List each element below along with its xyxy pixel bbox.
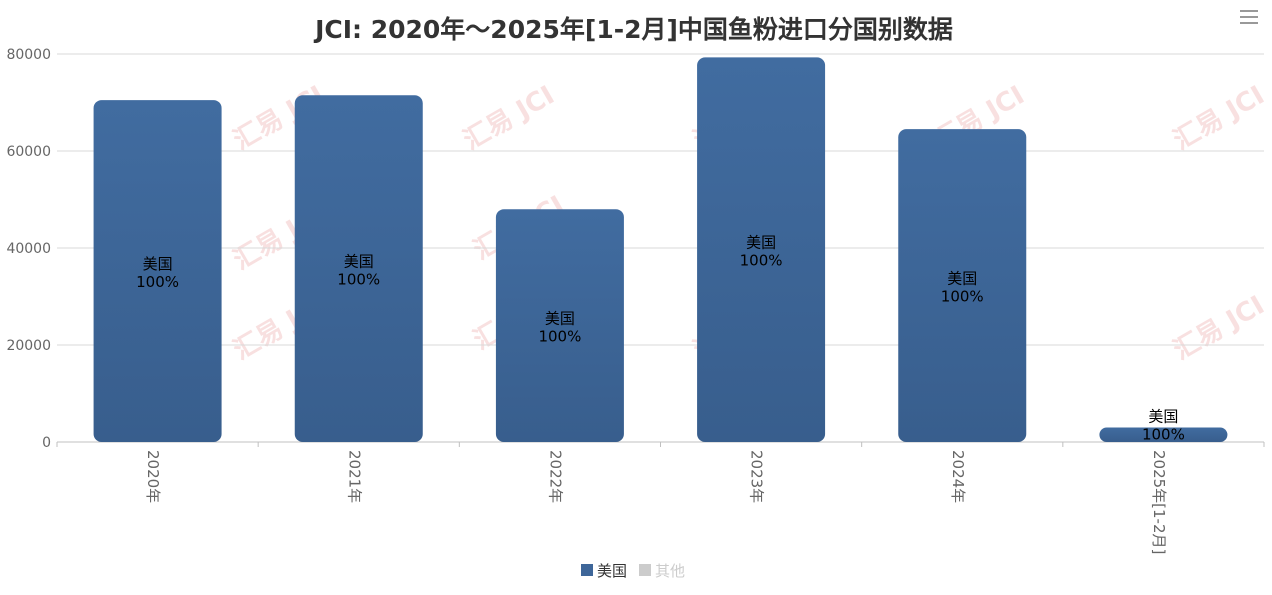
bar-label-series: 美国 (746, 234, 776, 252)
bar[interactable] (898, 129, 1027, 443)
bar[interactable] (93, 100, 222, 442)
bar[interactable] (294, 95, 423, 442)
y-axis: 0 20000 40000 60000 80000 (6, 47, 51, 451)
bar-label-percent: 100% (1142, 425, 1185, 443)
y-tick-label: 0 (42, 435, 51, 451)
bar-label-series: 美国 (545, 310, 575, 328)
watermark-text: 汇易 JCI (1169, 80, 1270, 156)
bar-label-percent: 100% (941, 288, 984, 306)
x-tick-label: 2023年 (748, 450, 766, 503)
y-tick-label: 20000 (6, 338, 51, 354)
x-axis: 2020年 2021年 2022年 2023年 2024年 2025年[1-2月] (56, 442, 1265, 554)
bar[interactable] (1099, 427, 1228, 442)
x-tick-label: 2022年 (546, 450, 564, 503)
y-tick-label: 40000 (6, 241, 51, 257)
bar-label-percent: 100% (740, 252, 783, 270)
bar-label-series: 美国 (947, 270, 977, 288)
bar-label-percent: 100% (538, 328, 581, 346)
x-tick-label: 2020年 (144, 450, 162, 503)
legend-swatch[interactable] (581, 564, 593, 576)
bar-label-percent: 100% (337, 271, 380, 289)
bar[interactable] (697, 57, 826, 443)
grid-lines (57, 53, 1264, 443)
bar-label-series: 美国 (143, 255, 173, 273)
legend-swatch[interactable] (639, 564, 651, 576)
bar[interactable] (495, 209, 624, 442)
bar-label-series: 美国 (344, 253, 374, 271)
legend[interactable]: 美国 其他 (581, 562, 685, 580)
x-tick-label: 2021年 (345, 450, 363, 503)
hamburger-menu-icon[interactable] (1240, 10, 1258, 24)
watermark-text: 汇易 JCI (1169, 290, 1270, 366)
chart-title: JCI: 2020年～2025年[1-2月]中国鱼粉进口分国别数据 (313, 15, 953, 44)
x-tick-label: 2025年[1-2月] (1150, 450, 1168, 554)
legend-item-label[interactable]: 其他 (655, 562, 685, 580)
y-tick-label: 60000 (6, 144, 51, 160)
watermark-text: 汇易 JCI (459, 80, 560, 156)
y-tick-label: 80000 (6, 47, 51, 63)
legend-item-label[interactable]: 美国 (597, 562, 627, 580)
bar-label-series: 美国 (1148, 407, 1178, 425)
x-tick-label: 2024年 (949, 450, 967, 503)
bar-label-percent: 100% (136, 273, 179, 291)
